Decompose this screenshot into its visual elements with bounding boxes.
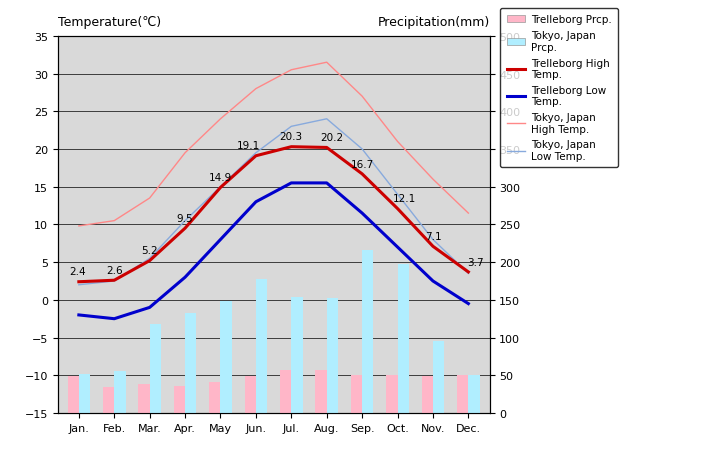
Trelleborg High
Temp.	[216, 185, 225, 191]
Tokyo, Japan
High Temp.	[181, 151, 189, 156]
Bar	[362, 251, 374, 413]
Bar	[103, 387, 114, 413]
Legend: Trelleborg Prcp., Tokyo, Japan
Prcp., Trelleborg High
Temp., Trelleborg Low
Temp: Trelleborg Prcp., Tokyo, Japan Prcp., Tr…	[500, 9, 618, 168]
Line: Tokyo, Japan
High Temp.: Tokyo, Japan High Temp.	[79, 63, 468, 226]
Trelleborg Low
Temp.	[428, 279, 437, 284]
Trelleborg High
Temp.	[358, 172, 366, 177]
Tokyo, Japan
Low Temp.	[287, 124, 296, 130]
Trelleborg Low
Temp.	[110, 316, 119, 322]
Tokyo, Japan
Low Temp.	[323, 117, 331, 122]
Text: 5.2: 5.2	[141, 246, 158, 256]
Trelleborg High
Temp.	[393, 207, 402, 212]
Bar	[79, 374, 90, 413]
Tokyo, Japan
Low Temp.	[358, 147, 366, 152]
Tokyo, Japan
Low Temp.	[393, 192, 402, 197]
Tokyo, Japan
Low Temp.	[75, 282, 84, 288]
Tokyo, Japan
Low Temp.	[464, 271, 472, 277]
Bar	[280, 370, 292, 413]
Trelleborg Low
Temp.	[251, 200, 260, 205]
Text: 2.6: 2.6	[106, 265, 122, 275]
Text: 20.2: 20.2	[320, 133, 343, 143]
Bar	[209, 382, 220, 413]
Tokyo, Japan
High Temp.	[464, 211, 472, 216]
Bar	[245, 376, 256, 413]
Tokyo, Japan
High Temp.	[323, 60, 331, 66]
Bar	[397, 264, 409, 413]
Text: Precipitation(mm): Precipitation(mm)	[377, 16, 490, 29]
Bar	[386, 375, 397, 413]
Bar	[327, 299, 338, 413]
Tokyo, Japan
High Temp.	[393, 140, 402, 145]
Bar	[138, 385, 150, 413]
Tokyo, Japan
High Temp.	[287, 68, 296, 73]
Bar	[351, 375, 362, 413]
Bar	[150, 324, 161, 413]
Trelleborg High
Temp.	[145, 258, 154, 264]
Bar	[114, 371, 125, 413]
Trelleborg Low
Temp.	[75, 313, 84, 318]
Tokyo, Japan
Low Temp.	[181, 218, 189, 224]
Line: Trelleborg High
Temp.: Trelleborg High Temp.	[79, 147, 468, 282]
Tokyo, Japan
High Temp.	[251, 87, 260, 92]
Tokyo, Japan
High Temp.	[75, 224, 84, 229]
Bar	[292, 297, 302, 413]
Trelleborg High
Temp.	[181, 226, 189, 231]
Tokyo, Japan
Low Temp.	[145, 256, 154, 262]
Tokyo, Japan
Low Temp.	[251, 151, 260, 156]
Trelleborg Low
Temp.	[323, 181, 331, 186]
Bar	[433, 341, 444, 413]
Trelleborg Low
Temp.	[181, 275, 189, 280]
Trelleborg Low
Temp.	[216, 237, 225, 243]
Trelleborg High
Temp.	[464, 269, 472, 275]
Tokyo, Japan
High Temp.	[145, 196, 154, 202]
Text: 2.4: 2.4	[69, 267, 86, 277]
Line: Trelleborg Low
Temp.: Trelleborg Low Temp.	[79, 184, 468, 319]
Trelleborg High
Temp.	[251, 154, 260, 159]
Tokyo, Japan
High Temp.	[216, 117, 225, 122]
Tokyo, Japan
Low Temp.	[110, 279, 119, 284]
Bar	[256, 279, 267, 413]
Text: 20.3: 20.3	[280, 132, 303, 142]
Trelleborg Low
Temp.	[145, 305, 154, 310]
Text: 19.1: 19.1	[237, 141, 261, 151]
Trelleborg High
Temp.	[110, 278, 119, 283]
Bar	[68, 376, 79, 413]
Trelleborg Low
Temp.	[464, 301, 472, 307]
Text: 3.7: 3.7	[467, 257, 484, 267]
Text: 16.7: 16.7	[351, 159, 374, 169]
Bar	[468, 375, 480, 413]
Trelleborg Low
Temp.	[393, 245, 402, 250]
Bar	[174, 386, 185, 413]
Tokyo, Japan
High Temp.	[358, 94, 366, 100]
Line: Tokyo, Japan
Low Temp.: Tokyo, Japan Low Temp.	[79, 119, 468, 285]
Trelleborg High
Temp.	[428, 244, 437, 250]
Bar	[422, 376, 433, 413]
Trelleborg Low
Temp.	[358, 211, 366, 216]
Bar	[220, 302, 232, 413]
Text: 12.1: 12.1	[393, 194, 416, 204]
Tokyo, Japan
High Temp.	[110, 218, 119, 224]
Tokyo, Japan
Low Temp.	[216, 185, 225, 190]
Trelleborg High
Temp.	[75, 280, 84, 285]
Trelleborg High
Temp.	[287, 145, 296, 150]
Text: 7.1: 7.1	[425, 231, 441, 241]
Trelleborg High
Temp.	[323, 146, 331, 151]
Bar	[315, 370, 327, 413]
Bar	[185, 313, 197, 413]
Trelleborg Low
Temp.	[287, 181, 296, 186]
Text: 14.9: 14.9	[209, 173, 232, 183]
Bar	[457, 375, 468, 413]
Tokyo, Japan
Low Temp.	[428, 237, 437, 243]
Tokyo, Japan
High Temp.	[428, 177, 437, 183]
Text: Temperature(℃): Temperature(℃)	[58, 16, 161, 29]
Text: 9.5: 9.5	[177, 213, 194, 224]
